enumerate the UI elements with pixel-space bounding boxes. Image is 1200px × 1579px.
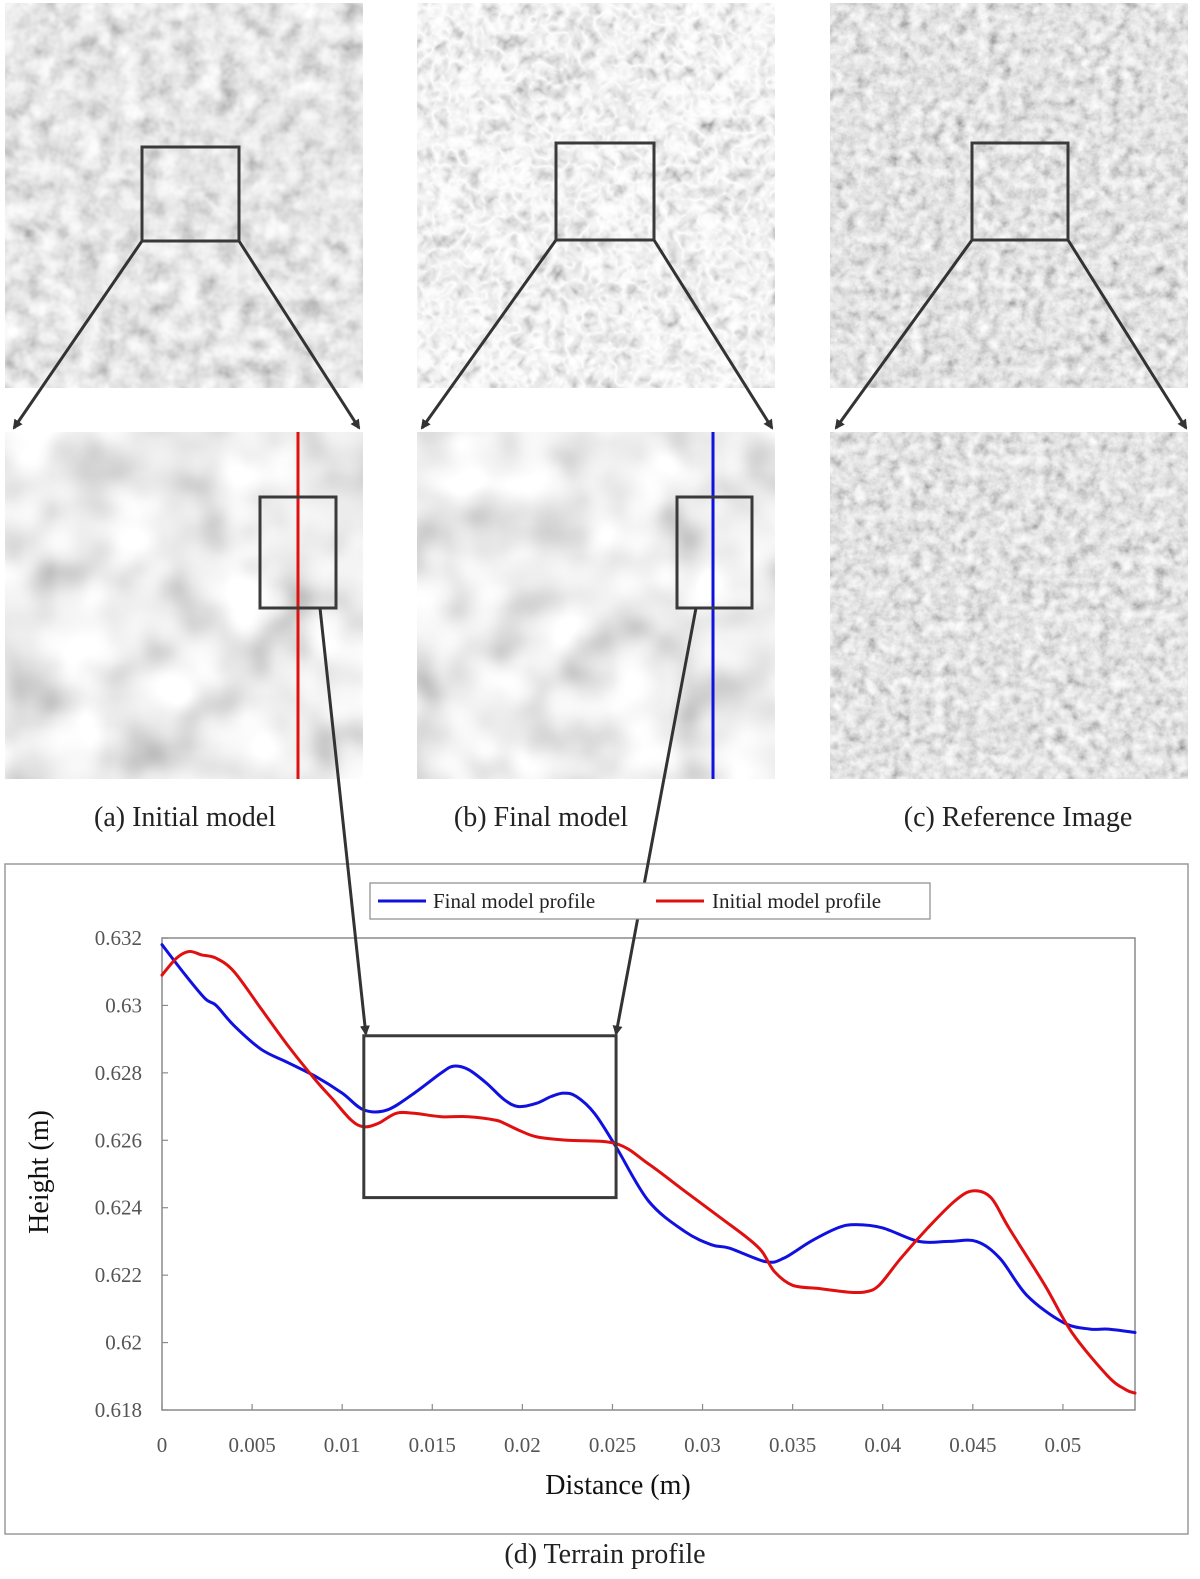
highlight-layer (362, 1034, 618, 1200)
plot-area (161, 937, 1136, 1411)
panel-a-top-image (5, 3, 363, 388)
y-tick-label: 0.626 (95, 1128, 142, 1152)
chart-highlight-box (362, 1034, 618, 1200)
panel-a-caption: (a) Initial model (94, 802, 276, 833)
y-tick-label: 0.618 (95, 1398, 142, 1422)
y-tick-label: 0.624 (95, 1196, 143, 1220)
x-tick-label: 0.035 (769, 1433, 816, 1457)
panel-c-caption: (c) Reference Image (904, 802, 1133, 833)
panel-c-top-image (830, 3, 1188, 388)
profile-arrows (318, 607, 698, 1036)
x-tick-label: 0.01 (324, 1433, 361, 1457)
x-tick-label: 0 (157, 1433, 168, 1457)
x-tick-label: 0.005 (228, 1433, 275, 1457)
y-tick-label: 0.628 (95, 1061, 142, 1085)
y-axis-label: Height (m) (24, 1110, 55, 1234)
x-axis-label: Distance (m) (545, 1470, 690, 1501)
legend-box (369, 882, 931, 920)
panel-b-zoom-image (417, 432, 775, 779)
panel-a-zoom-image (5, 432, 363, 779)
chart-caption: (d) Terrain profile (504, 1539, 705, 1570)
legend-label-initial: Initial model profile (712, 889, 881, 913)
x-tick-label: 0.025 (589, 1433, 636, 1457)
panel-a-zoom-box (140, 145, 241, 243)
panel-a-profile-box (258, 495, 338, 610)
x-tick-label: 0.015 (409, 1433, 456, 1457)
panel-c-zoom-box (970, 141, 1070, 242)
zoom-arrows (12, 239, 1188, 430)
series-line-final (160, 943, 1137, 1334)
x-tick-label: 0.03 (684, 1433, 721, 1457)
y-tick-label: 0.622 (95, 1263, 142, 1287)
panel-c-zoom-image (830, 432, 1188, 779)
y-tick-label: 0.63 (105, 993, 142, 1017)
x-tick-label: 0.04 (864, 1433, 901, 1457)
x-tick-label: 0.02 (504, 1433, 541, 1457)
legend-label-final: Final model profile (433, 889, 595, 913)
y-ticks: 0.618 0.62 0.622 0.624 0.626 0.628 0.63 0.632 (95, 926, 168, 1422)
panel-b-top-image (417, 3, 775, 388)
y-tick-label: 0.62 (105, 1331, 142, 1355)
panel-b-profile-box (675, 495, 754, 610)
panel-b-caption: (b) Final model (454, 802, 628, 833)
x-tick-label: 0.05 (1045, 1433, 1082, 1457)
legend: Final model profile Initial model profil… (369, 882, 931, 920)
x-ticks: 0 0.005 0.01 0.015 0.02 0.025 0.03 0.035 0.04 0.0… (157, 1404, 1082, 1457)
panel-b-zoom-box (554, 141, 656, 242)
y-tick-label: 0.632 (95, 926, 142, 950)
x-tick-label: 0.045 (949, 1433, 996, 1457)
